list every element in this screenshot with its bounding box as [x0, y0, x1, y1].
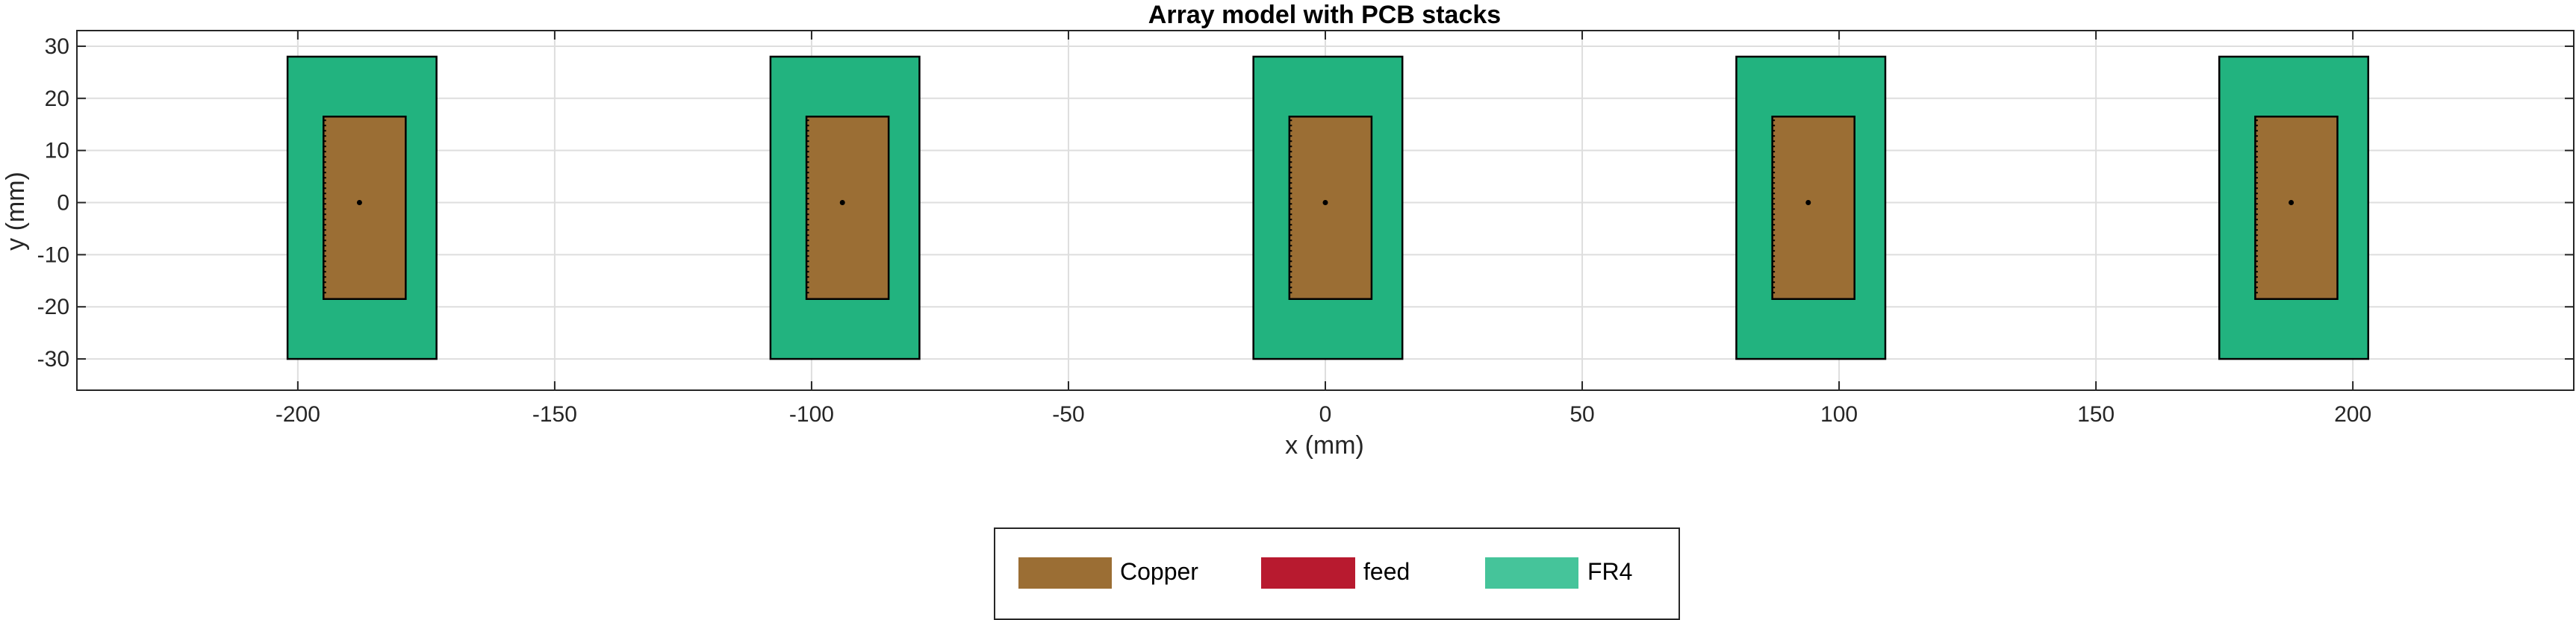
copper-patch	[1771, 116, 1855, 301]
chart-title: Array model with PCB stacks	[1148, 1, 1501, 29]
axis-ticks: -200 -150 -100 -50 0 50 100 150 200-30-20-100102…	[37, 31, 2574, 427]
feed-point	[839, 200, 845, 206]
y-tick-label: 0	[57, 191, 69, 216]
y-tick-label: -20	[37, 295, 69, 319]
legend: Copper feed FR4	[994, 527, 1680, 620]
feed-point	[1805, 200, 1811, 206]
y-tick-label: 20	[45, 87, 69, 111]
y-tick-label: -30	[37, 347, 69, 372]
antenna-element	[1735, 55, 1887, 360]
x-tick-label: -200	[276, 402, 320, 427]
feed-point	[356, 200, 362, 206]
antenna-element	[769, 55, 921, 360]
antenna-element	[2218, 55, 2370, 360]
x-tick-label: -50	[1052, 402, 1084, 427]
y-axis-label: y (mm)	[1, 172, 30, 251]
feed-point	[2289, 200, 2295, 206]
y-tick-label: 10	[45, 139, 69, 163]
x-tick-label: 150	[2077, 402, 2115, 427]
y-tick-label: -10	[37, 242, 69, 267]
legend-swatch-fr4	[1485, 557, 1578, 589]
array-elements	[286, 55, 2370, 360]
antenna-element	[286, 55, 438, 360]
x-axis-label: x (mm)	[1285, 431, 1364, 460]
legend-swatch-copper	[1018, 557, 1112, 589]
copper-patch	[805, 116, 890, 301]
feed-point	[1322, 200, 1328, 206]
legend-label-fr4: FR4	[1587, 558, 1632, 585]
legend-label-copper: Copper	[1120, 558, 1198, 585]
fr4-substrate	[769, 55, 921, 360]
x-tick-label: 0	[1319, 402, 1332, 427]
x-tick-label: 50	[1569, 402, 1594, 427]
x-tick-label: -100	[789, 402, 834, 427]
legend-swatch-feed	[1261, 557, 1355, 589]
antenna-element	[1252, 55, 1404, 360]
copper-patch	[323, 116, 407, 301]
x-tick-label: -150	[532, 402, 577, 427]
x-tick-label: 100	[1820, 402, 1858, 427]
copper-patch	[1288, 116, 1373, 301]
y-tick-label: 30	[45, 34, 69, 59]
legend-label-feed: feed	[1363, 558, 1410, 585]
copper-patch	[2254, 116, 2339, 301]
x-tick-label: 200	[2334, 402, 2371, 427]
